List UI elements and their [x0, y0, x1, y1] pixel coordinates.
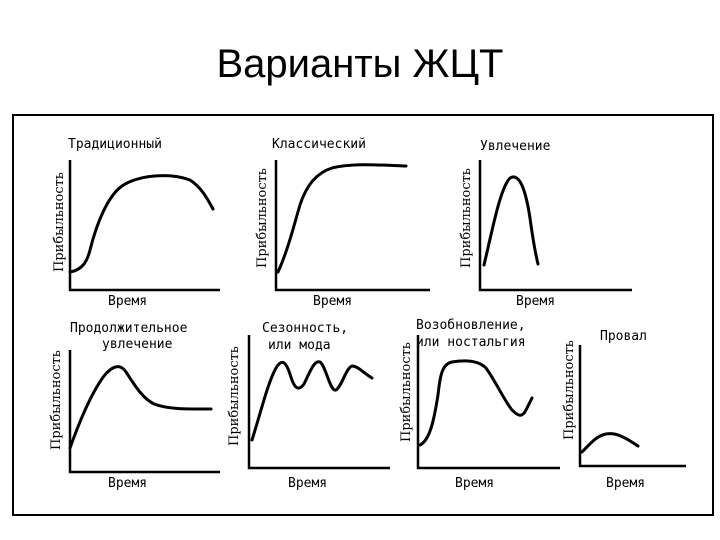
y-axis-label: Прибыльность	[49, 350, 64, 450]
panel-title: Увлечение	[480, 139, 551, 154]
x-axis-label: Время	[288, 476, 327, 491]
x-axis-label: Время	[516, 294, 555, 309]
lifecycle-curve	[580, 432, 640, 454]
panel-title-line-1: Сезонность,	[262, 321, 348, 336]
panel-prolonged-fad: Продолжительное увлечение Прибыльность В…	[49, 321, 220, 491]
panel-seasonal: Сезонность, или мода Прибыльность Время	[227, 321, 390, 491]
panel-fad: Увлечение Прибыльность Время	[459, 139, 632, 309]
panel-title: Традиционный	[68, 137, 162, 152]
axes	[247, 335, 390, 470]
axes	[274, 160, 430, 292]
panel-traditional: Традиционный Прибыльность Время	[52, 137, 220, 309]
x-axis-label: Время	[455, 476, 494, 491]
panel-title-line-2: или мода	[268, 338, 331, 353]
axes	[68, 160, 220, 292]
y-axis-label: Прибыльность	[399, 342, 414, 442]
axes	[578, 345, 686, 468]
y-axis-label: Прибыльность	[227, 346, 242, 446]
panel-revival: Возобновление, или ностальгия Прибыльнос…	[399, 318, 560, 491]
panel-title-line-2: или ностальгия	[416, 335, 526, 350]
y-axis-label: Прибыльность	[562, 340, 577, 440]
x-axis-label: Время	[108, 476, 147, 491]
x-axis-label: Время	[313, 294, 352, 309]
lifecycle-curve	[482, 175, 540, 267]
lifecycle-curve	[418, 359, 534, 447]
y-axis-label: Прибыльность	[255, 168, 270, 268]
x-axis-label: Время	[606, 476, 645, 491]
lifecycle-curve	[276, 163, 408, 274]
panel-title-line-1: Продолжительное	[70, 321, 188, 336]
panel-title: Классический	[272, 137, 366, 152]
y-axis-label: Прибыльность	[459, 168, 474, 268]
y-axis-label: Прибыльность	[52, 172, 67, 272]
x-axis-label: Время	[108, 294, 147, 309]
panel-classic: Классический Прибыльность Время	[255, 137, 430, 309]
lifecycle-curve	[250, 360, 374, 442]
slide-title: Варианты ЖЦТ	[216, 42, 504, 86]
panel-failure: Провал Прибыльность Время	[562, 329, 686, 491]
axes	[478, 160, 632, 292]
panel-title-line-2: увлечение	[102, 337, 173, 352]
axes	[416, 335, 560, 470]
lifecycle-curve	[68, 365, 213, 450]
panel-title: Провал	[600, 329, 647, 344]
panel-title-line-1: Возобновление,	[416, 318, 526, 333]
axes	[68, 350, 220, 474]
lifecycle-curve	[68, 174, 215, 274]
